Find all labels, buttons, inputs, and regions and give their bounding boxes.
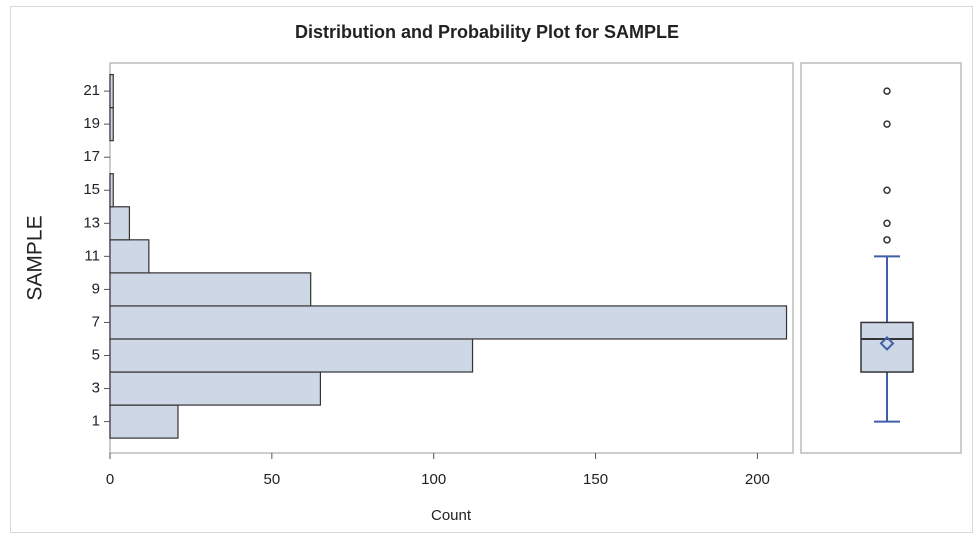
- x-tick-label: 100: [421, 471, 446, 488]
- y-tick-label: 15: [83, 181, 100, 198]
- y-tick-label: 11: [84, 247, 100, 264]
- x-tick-label: 50: [264, 471, 281, 488]
- y-tick-label: 17: [83, 148, 100, 165]
- outlier: [883, 120, 891, 128]
- histogram-bar: [109, 272, 312, 307]
- histogram-bar: [109, 239, 150, 274]
- histogram-bar: [109, 371, 322, 406]
- x-tick-label: 0: [106, 471, 114, 488]
- y-tick-label: 7: [92, 313, 100, 330]
- histogram-bar: [109, 73, 114, 109]
- plot-frame: [800, 62, 962, 454]
- y-tick-label: 5: [92, 346, 100, 363]
- histogram-bar: [109, 338, 474, 373]
- y-tick-label: 3: [92, 380, 100, 397]
- y-tick-label: 9: [92, 280, 100, 297]
- outlier: [883, 186, 891, 194]
- x-tick-label: 200: [745, 471, 770, 488]
- outlier: [883, 87, 891, 95]
- histogram-bar: [109, 404, 179, 439]
- outlier: [883, 236, 891, 244]
- histogram-bar: [109, 107, 114, 142]
- mean-marker: [879, 336, 895, 351]
- histogram-bar: [109, 173, 114, 208]
- outlier: [883, 219, 891, 228]
- x-tick-label: 150: [583, 471, 608, 488]
- histogram-bar: [109, 206, 131, 241]
- y-tick-label: 13: [83, 214, 100, 231]
- y-tick-label: 1: [92, 413, 100, 430]
- histogram-bar: [109, 305, 788, 340]
- y-tick-label: 19: [83, 115, 100, 132]
- box: [860, 321, 914, 373]
- x-axis-label: Count: [431, 507, 472, 524]
- y-tick-label: 21: [83, 82, 100, 99]
- y-axis-label: SAMPLE: [24, 215, 47, 300]
- chart-title: Distribution and Probability Plot for SA…: [295, 22, 679, 42]
